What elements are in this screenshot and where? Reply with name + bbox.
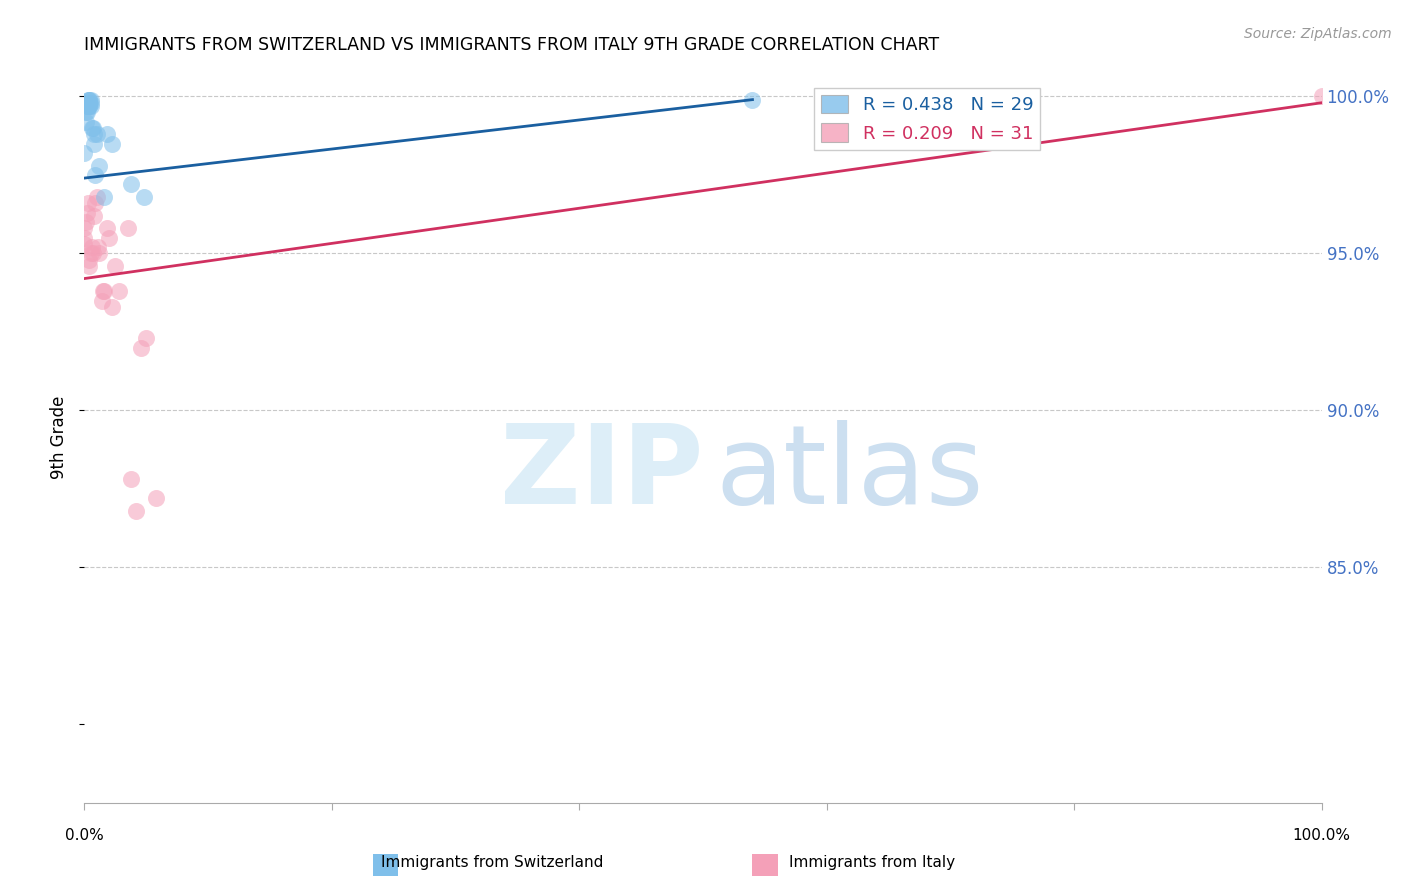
Point xyxy=(86,127,108,141)
Point xyxy=(84,196,107,211)
Point xyxy=(79,99,101,113)
Point xyxy=(96,221,118,235)
Text: Immigrants from Switzerland: Immigrants from Switzerland xyxy=(381,855,603,870)
Point xyxy=(77,95,100,110)
Y-axis label: 9th Grade: 9th Grade xyxy=(51,395,69,479)
Point xyxy=(100,300,122,314)
Point xyxy=(741,93,763,107)
Point xyxy=(120,473,142,487)
Text: IMMIGRANTS FROM SWITZERLAND VS IMMIGRANTS FROM ITALY 9TH GRADE CORRELATION CHART: IMMIGRANTS FROM SWITZERLAND VS IMMIGRANT… xyxy=(84,36,939,54)
Point xyxy=(87,240,110,254)
Point xyxy=(79,252,101,267)
Point xyxy=(89,246,111,260)
Point xyxy=(96,127,118,141)
Text: 100.0%: 100.0% xyxy=(1292,828,1351,843)
Point xyxy=(129,341,152,355)
Point xyxy=(135,331,157,345)
Point xyxy=(75,215,97,229)
Text: 0.0%: 0.0% xyxy=(65,828,104,843)
Point xyxy=(86,190,108,204)
Point xyxy=(83,209,105,223)
Point xyxy=(82,120,104,135)
Point xyxy=(108,284,131,298)
Text: ZIP: ZIP xyxy=(499,420,703,527)
Point xyxy=(84,168,107,182)
Text: atlas: atlas xyxy=(716,420,984,527)
Point xyxy=(80,120,103,135)
Point xyxy=(79,259,101,273)
Point xyxy=(77,93,100,107)
Point xyxy=(75,105,97,120)
Point xyxy=(73,237,96,252)
Point xyxy=(75,114,97,128)
Point xyxy=(132,190,155,204)
Point xyxy=(77,99,100,113)
Point xyxy=(91,284,114,298)
Text: Immigrants from Italy: Immigrants from Italy xyxy=(789,855,955,870)
Legend: R = 0.438   N = 29, R = 0.209   N = 31: R = 0.438 N = 29, R = 0.209 N = 31 xyxy=(814,87,1040,150)
Point xyxy=(79,93,101,107)
Point xyxy=(73,146,96,161)
Point xyxy=(1310,89,1333,103)
Point xyxy=(100,136,122,151)
Point xyxy=(79,93,101,107)
Text: Source: ZipAtlas.com: Source: ZipAtlas.com xyxy=(1244,27,1392,41)
Point xyxy=(83,136,105,151)
Point xyxy=(73,221,96,235)
Point xyxy=(79,95,101,110)
Point xyxy=(125,504,148,518)
Point xyxy=(90,293,112,308)
Point xyxy=(79,93,101,107)
Point xyxy=(89,159,111,173)
Point xyxy=(80,240,103,254)
Point xyxy=(76,99,98,113)
Point xyxy=(79,246,101,260)
Point xyxy=(73,231,96,245)
Point xyxy=(120,178,142,192)
Point xyxy=(79,99,101,113)
Point xyxy=(145,491,167,506)
Point xyxy=(93,284,115,298)
Point xyxy=(117,221,139,235)
Point xyxy=(76,105,98,120)
Point xyxy=(83,127,105,141)
Point xyxy=(76,205,98,219)
Point xyxy=(93,190,115,204)
Point xyxy=(77,196,100,211)
Point xyxy=(98,231,121,245)
Point xyxy=(104,259,127,273)
Point xyxy=(82,246,104,260)
Point xyxy=(79,99,101,113)
Point xyxy=(79,95,101,110)
